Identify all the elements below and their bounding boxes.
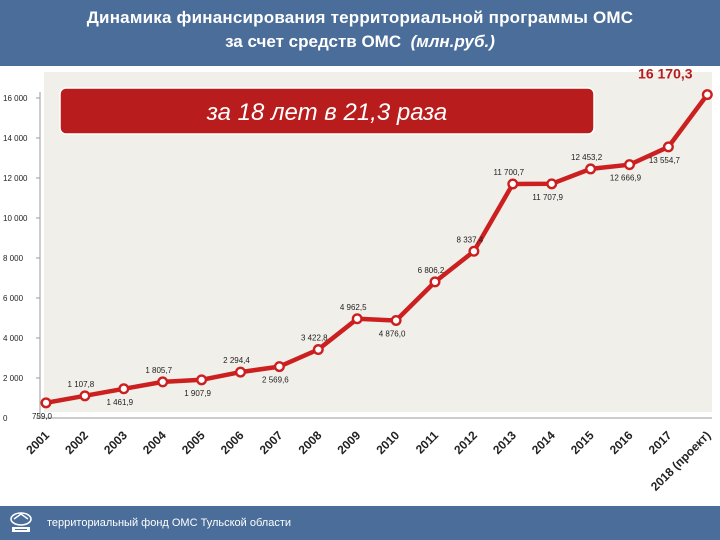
data-label: 8 337,4 <box>457 235 484 244</box>
line-chart: 0 2 000 4 000 6 000 8 000 10 000 12 000 14 000 1… <box>3 66 713 494</box>
x-tick-label: 2005 <box>179 428 208 457</box>
data-label: 1 805,7 <box>145 366 172 375</box>
x-tick-label: 2009 <box>335 428 364 457</box>
data-point <box>701 89 713 101</box>
data-label: 16 170,3 <box>638 66 693 82</box>
x-tick-label: 2008 <box>296 428 325 457</box>
title-bar: Динамика финансирования территориальной … <box>0 0 720 66</box>
data-point <box>40 397 52 409</box>
data-label: 759,0 <box>32 412 53 421</box>
footer-bar: территориальный фонд ОМС Тульской област… <box>0 506 720 540</box>
data-point <box>546 178 558 190</box>
data-label: 4 962,5 <box>340 303 367 312</box>
series-line <box>45 93 710 406</box>
y-tick-label: 16 000 <box>3 94 28 103</box>
footer-text: территориальный фонд ОМС Тульской област… <box>47 517 291 529</box>
data-point <box>79 390 91 402</box>
y-tick-label: 14 000 <box>3 134 28 143</box>
data-point <box>662 141 674 153</box>
data-label: 1 107,8 <box>68 380 95 389</box>
data-label: 11 700,7 <box>494 168 525 177</box>
x-tick-label: 2007 <box>257 428 286 457</box>
y-tick-label: 10 000 <box>3 214 28 223</box>
data-label: 12 453,2 <box>571 153 603 162</box>
x-tick-label: 2017 <box>646 428 675 457</box>
callout-box: за 18 лет в 21,3 раза <box>59 87 595 135</box>
data-point <box>585 163 597 175</box>
foundation-logo-icon <box>10 512 32 532</box>
data-point <box>273 361 285 373</box>
x-tick-label: 2016 <box>607 428 636 457</box>
y-tick-label: 0 <box>3 414 8 423</box>
data-point <box>390 314 402 326</box>
chart-area: 0 2 000 4 000 6 000 8 000 10 000 12 000 14 000 1… <box>0 66 720 506</box>
data-point <box>118 383 130 395</box>
data-point <box>624 159 636 171</box>
data-label: 11 707,9 <box>532 193 563 202</box>
data-label: 13 554,7 <box>649 156 681 165</box>
x-tick-label: 2015 <box>568 428 597 457</box>
data-label: 12 666,9 <box>610 174 642 183</box>
x-tick-label: 2012 <box>451 428 480 457</box>
data-point <box>351 313 363 325</box>
y-tick-label: 8 000 <box>3 254 24 263</box>
x-tick-label: 2011 <box>413 428 442 457</box>
data-label: 1 461,9 <box>106 398 133 407</box>
callout-text: за 18 лет в 21,3 раза <box>206 99 448 126</box>
y-tick-label: 2 000 <box>3 374 24 383</box>
y-tick-label: 12 000 <box>3 174 28 183</box>
data-point <box>234 366 246 378</box>
data-label: 1 907,9 <box>184 389 211 398</box>
data-label: 2 569,6 <box>262 376 289 385</box>
title-line-2: за счет средств ОМС (млн.руб.) <box>0 32 720 52</box>
data-label: 6 806,2 <box>418 266 445 275</box>
data-point <box>157 376 169 388</box>
y-tick-label: 6 000 <box>3 294 24 303</box>
data-point <box>468 245 480 257</box>
data-point <box>196 374 208 386</box>
x-tick-label: 2006 <box>218 428 247 457</box>
data-label: 4 876,0 <box>379 329 406 338</box>
data-point <box>312 344 324 356</box>
x-tick-label: 2004 <box>140 428 169 457</box>
data-label: 3 422,8 <box>301 334 328 343</box>
x-tick-label: 2003 <box>101 428 130 457</box>
callout-background <box>59 87 595 135</box>
data-label: 2 294,4 <box>223 356 250 365</box>
x-tick-label: 2001 <box>23 428 52 457</box>
x-tick-label: 2014 <box>529 428 558 457</box>
title-unit: (млн.руб.) <box>410 32 495 51</box>
data-point <box>507 178 519 190</box>
x-tick-label: 2013 <box>490 428 519 457</box>
title-line-1: Динамика финансирования территориальной … <box>86 8 634 27</box>
title-line-2-text: за счет средств ОМС <box>225 32 402 51</box>
x-tick-label: 2002 <box>62 428 91 457</box>
y-tick-label: 4 000 <box>3 334 24 343</box>
data-point <box>429 276 441 288</box>
x-tick-label: 2010 <box>373 428 402 457</box>
